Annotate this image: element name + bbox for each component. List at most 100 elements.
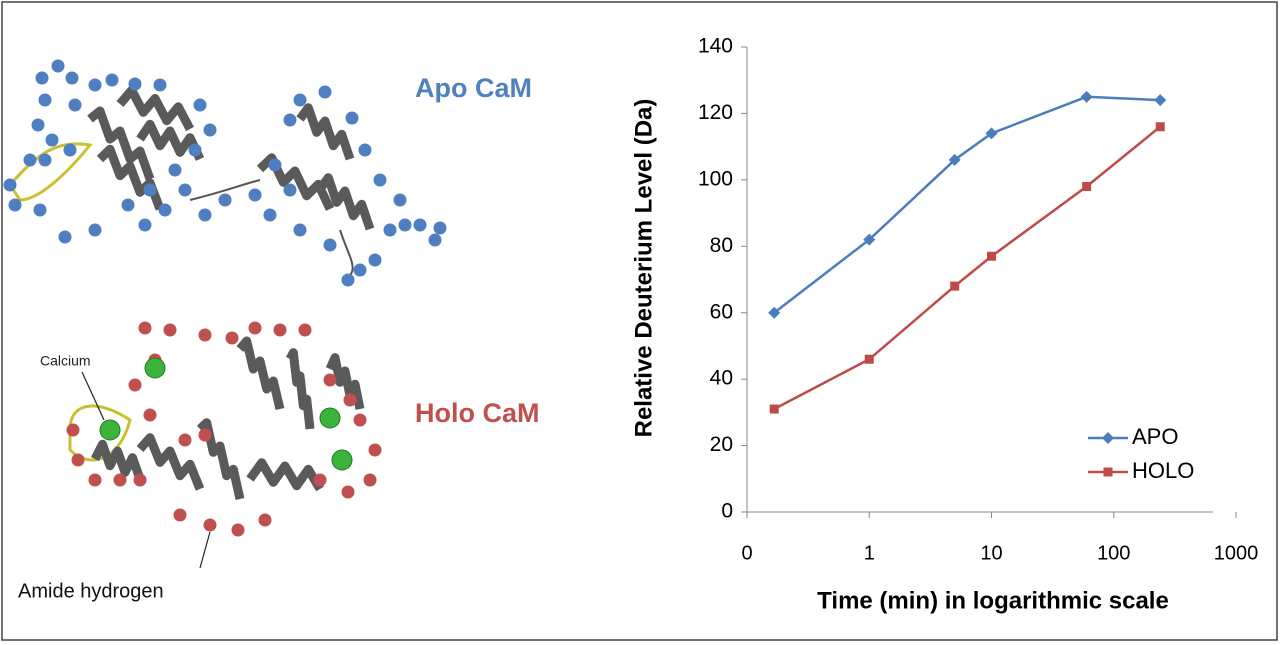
atom bbox=[293, 93, 307, 107]
marker bbox=[1155, 122, 1165, 132]
atom bbox=[198, 208, 212, 222]
helix bbox=[296, 103, 355, 161]
atom bbox=[105, 73, 119, 87]
arrow bbox=[199, 531, 211, 569]
atom bbox=[373, 173, 387, 187]
arrow bbox=[81, 371, 105, 421]
atom bbox=[65, 71, 79, 85]
marker bbox=[1082, 182, 1092, 191]
atom bbox=[35, 71, 49, 85]
helix bbox=[236, 336, 285, 411]
marker bbox=[950, 281, 960, 291]
atom bbox=[88, 223, 102, 237]
atom bbox=[428, 233, 442, 247]
protein-illustration: Apo CaM Holo CaM Calcium Amide hydrogen bbox=[3, 59, 540, 602]
atom bbox=[66, 423, 80, 437]
atom bbox=[218, 193, 232, 207]
x-tick-label: 1 bbox=[864, 542, 875, 564]
atom bbox=[143, 183, 157, 197]
series-line bbox=[773, 95, 1161, 314]
atom bbox=[71, 453, 85, 467]
y-tick-label: 140 bbox=[698, 35, 733, 58]
x-tick-label: 10 bbox=[980, 542, 1002, 564]
marker bbox=[769, 404, 779, 414]
atom bbox=[138, 321, 152, 335]
atom bbox=[368, 253, 382, 267]
helix bbox=[136, 119, 205, 161]
atom bbox=[128, 77, 142, 91]
calcium-ion bbox=[319, 407, 341, 429]
atom bbox=[138, 218, 152, 232]
helix bbox=[116, 85, 194, 132]
atom bbox=[38, 153, 52, 167]
atom bbox=[225, 331, 239, 345]
x-axis-label: Time (min) in logarithmic scale bbox=[817, 587, 1169, 614]
atom bbox=[188, 143, 202, 157]
marker bbox=[864, 354, 874, 364]
series-line bbox=[773, 125, 1161, 411]
calcium-ion bbox=[99, 419, 121, 441]
atom bbox=[198, 328, 212, 342]
atom bbox=[121, 198, 135, 212]
atom bbox=[283, 183, 297, 197]
x-tick-label: 1000 bbox=[1214, 542, 1259, 564]
x-tick-label: 100 bbox=[1097, 542, 1130, 564]
marker bbox=[948, 153, 961, 166]
atom bbox=[113, 473, 127, 487]
atom bbox=[163, 323, 177, 337]
atom bbox=[51, 59, 65, 73]
atom bbox=[193, 98, 207, 112]
atom bbox=[248, 321, 262, 335]
atom bbox=[383, 223, 397, 237]
atom bbox=[23, 153, 37, 167]
calcium-ion bbox=[331, 449, 353, 471]
helix bbox=[325, 353, 365, 410]
atom bbox=[168, 163, 182, 177]
atom bbox=[268, 158, 282, 172]
helix bbox=[90, 439, 145, 481]
atom bbox=[293, 223, 307, 237]
atom bbox=[258, 513, 272, 527]
atom bbox=[128, 378, 142, 392]
y-tick-label: 60 bbox=[710, 300, 733, 323]
atom bbox=[88, 78, 102, 92]
atom bbox=[368, 443, 382, 457]
atom bbox=[345, 111, 359, 125]
atom bbox=[248, 188, 262, 202]
atom bbox=[153, 78, 167, 92]
marker bbox=[768, 306, 781, 319]
atom bbox=[58, 230, 72, 244]
atom bbox=[393, 193, 407, 207]
atom bbox=[298, 323, 312, 337]
atom bbox=[323, 238, 337, 252]
helix bbox=[96, 144, 165, 211]
atom bbox=[203, 123, 217, 137]
y-tick-label: 40 bbox=[710, 367, 733, 390]
y-tick-label: 100 bbox=[698, 167, 733, 190]
marker bbox=[863, 233, 876, 246]
atom bbox=[323, 373, 337, 387]
atom bbox=[158, 203, 172, 217]
atom bbox=[178, 433, 192, 447]
atom bbox=[88, 473, 102, 487]
legend-label: HOLO bbox=[1132, 458, 1194, 483]
atom bbox=[68, 98, 82, 112]
atom bbox=[363, 473, 377, 487]
x-tick-label: 0 bbox=[741, 542, 752, 564]
atom bbox=[341, 273, 355, 287]
atom bbox=[353, 263, 367, 277]
atom bbox=[433, 221, 447, 235]
atom bbox=[198, 428, 212, 442]
y-tick-label: 80 bbox=[710, 234, 733, 257]
helix bbox=[196, 418, 245, 500]
atom bbox=[273, 323, 287, 337]
apo-label: Apo CaM bbox=[415, 73, 532, 103]
atom bbox=[353, 413, 367, 427]
y-tick-label: 0 bbox=[721, 500, 733, 523]
helix bbox=[316, 173, 375, 231]
helix bbox=[286, 348, 315, 430]
atom bbox=[413, 218, 427, 232]
marker bbox=[1080, 90, 1093, 103]
atom bbox=[31, 118, 45, 132]
